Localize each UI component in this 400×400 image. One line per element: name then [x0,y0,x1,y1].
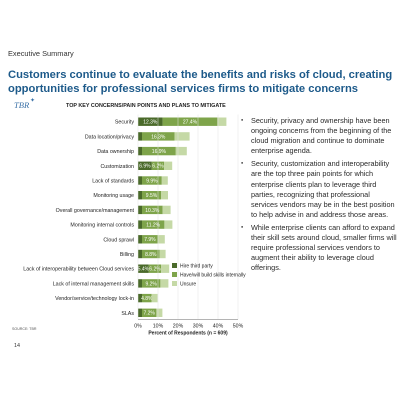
bar-segment [142,293,152,303]
x-tick-label: 50% [233,323,244,329]
category-label: Monitoring internal controls [70,223,134,229]
data-label: 9.9% [146,178,158,184]
bar-segment [174,132,190,141]
bar-segment [138,293,142,303]
bar-segment [164,220,173,229]
legend-label: Unsure [180,282,196,288]
bar-segment [175,146,187,156]
bar-segment [161,191,168,200]
bar-segment [162,205,171,215]
logo-star-icon: ✦ [30,98,36,104]
category-label: Monitoring usage [93,193,134,199]
x-tick-label: 10% [153,323,164,329]
bar-segment [162,117,218,126]
bar-segment [138,279,142,288]
x-tick-label: 0% [134,323,142,329]
bar-segment [138,176,142,185]
bar-segment [138,205,142,215]
data-label: 10.3% [145,208,160,214]
bar-segment [138,220,142,229]
data-label: 27.4% [183,120,198,126]
bar-segment [161,176,168,185]
bar-segment [142,235,158,244]
bar-segment [160,279,169,288]
source-note: SOURCE: TBR [12,327,37,331]
page-headline: Customers continue to evaluate the benef… [8,69,393,95]
bar-segment [148,264,162,273]
legend-label: Hire third party [180,264,213,270]
company-logo: TBR [14,100,30,110]
category-label: Billing [120,252,134,258]
bar-segment [142,132,175,141]
x-axis-title: Percent of Respondents (n = 609) [148,330,228,336]
data-label: 9.2% [145,281,157,287]
data-label: 5.4% [138,267,150,273]
bullet-item: While enterprise clients can afford to e… [241,223,397,273]
legend-swatch [172,272,177,277]
bar-segment [142,249,160,259]
bar-segment [138,308,142,317]
data-label: 6.9% [139,164,151,170]
legend-swatch [172,281,177,286]
legend-label: Have/will build skills internally [180,273,246,279]
chart-legend: Hire third party Have/will build skills i… [172,263,246,288]
bar-segment [217,117,227,126]
bar-segment [138,249,142,259]
data-label: 16.3% [151,134,166,140]
summary-bullets: Security, privacy and ownership have bee… [241,116,397,276]
category-label: Customization [100,164,134,170]
section-label: Executive Summary [8,49,74,58]
bar-segment [142,191,161,200]
bar-segment [151,293,158,303]
data-label: 8.8% [145,252,157,258]
category-label: Data location/privacy [85,134,135,140]
data-label: 4.8% [141,296,153,302]
data-label: 6.2% [152,164,164,170]
x-tick-label: 30% [193,323,204,329]
category-label: Overall governance/management [56,208,135,214]
category-label: Vendor/service/technology lock-in [55,296,134,302]
data-label: 16.9% [152,149,167,155]
bar-segment [159,249,166,259]
x-tick-label: 20% [173,323,184,329]
bar-segment [157,235,165,244]
bullet-item: Security, customization and interoperabi… [241,159,397,220]
page-number: 14 [14,343,20,349]
bar-segment [142,146,176,156]
bar-segment [138,146,142,156]
data-label: 7.2% [143,311,155,317]
data-label: 12.3% [143,120,158,126]
bar-segment [161,264,170,273]
bar-segment [142,205,163,215]
bar-segment [156,308,163,317]
x-axis: 0% 10% 20% 30% 40% 50% Percent of Respondents … [134,114,244,336]
bar-segment [142,308,157,317]
bar-segment [142,176,162,185]
bar-segment [142,220,165,229]
legend-swatch [172,263,177,268]
data-label: 11.2% [146,223,160,229]
bullet-item: Security, privacy and ownership have bee… [241,116,397,156]
data-label: 6.2% [149,267,161,273]
data-label: 7.9% [144,237,156,243]
bar-segment [138,132,142,141]
bar-segment [138,161,152,170]
bar-segment [138,235,142,244]
category-label: Cloud sprawl [103,237,134,243]
chart-title: TOP KEY CONCERNS/PAIN POINTS AND PLANS T… [66,103,226,109]
bar-segment [138,191,142,200]
category-label: Lack of internal management skills [53,281,135,287]
category-label: Security [115,120,134,126]
bar-segment [164,161,173,170]
category-label: Data ownership [97,149,134,155]
x-tick-label: 40% [213,323,224,329]
category-label: SLAs [121,311,134,317]
bar-segment [138,264,149,273]
bar-segment [138,117,163,126]
category-label: Lack of standards [92,179,134,185]
category-label: Lack of interoperability between Cloud s… [23,267,134,273]
data-label: 9.5% [146,193,158,199]
bar-segment [142,279,161,288]
